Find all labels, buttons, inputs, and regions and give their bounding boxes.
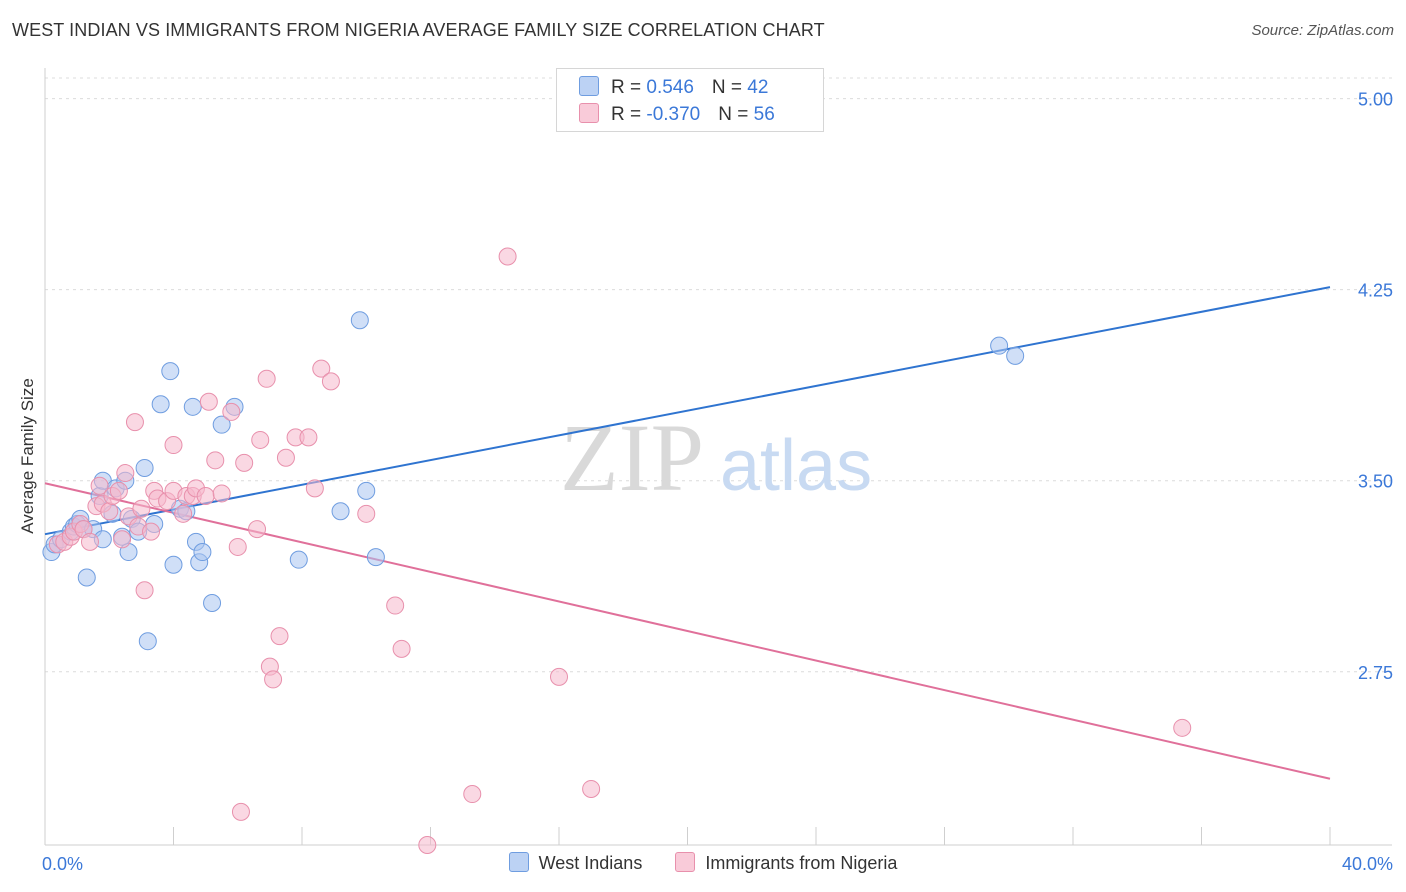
nigeria-point [132, 499, 151, 518]
nigeria-point [550, 667, 568, 686]
west-indians-trend-line [44, 286, 1331, 536]
nigeria-point [276, 448, 295, 467]
nigeria-point [116, 464, 135, 483]
legend-label: Immigrants from Nigeria [705, 853, 898, 873]
watermark-atlas: atlas [720, 426, 872, 506]
nigeria-point [321, 372, 340, 391]
nigeria-point [80, 532, 99, 551]
axes [44, 68, 1392, 846]
west-indians-point [990, 336, 1009, 355]
nigeria-point [257, 369, 276, 388]
west-indians-point [193, 543, 212, 562]
west-indians-point [350, 311, 369, 330]
legend-row-west-indians: R = 0.546 N = 42 [579, 76, 768, 98]
west-indians-point [203, 593, 222, 612]
west-indians-point [1006, 346, 1025, 365]
nigeria-point [199, 392, 218, 411]
tick-labels: 5.00 4.25 3.50 2.75 0.0% 40.0% [42, 90, 1393, 874]
blue-swatch [508, 852, 529, 872]
nigeria-point [109, 481, 128, 500]
legend-row-nigeria: R = -0.370 N = 56 [579, 103, 775, 125]
data-points [42, 247, 1192, 854]
nigeria-trend-line [44, 482, 1331, 780]
r-value: -0.370 [646, 104, 701, 125]
nigeria-point [498, 247, 517, 266]
nigeria-point [90, 476, 109, 495]
nigeria-point [392, 639, 411, 658]
n-value: 56 [753, 104, 775, 125]
r-value: 0.546 [646, 77, 694, 98]
n-label: N = [711, 77, 748, 98]
nigeria-point [248, 520, 267, 539]
x-tick-label-max: 40.0% [1342, 854, 1393, 874]
y-axis-title: Average Family Size [18, 378, 37, 534]
n-value: 42 [747, 77, 769, 98]
nigeria-point [142, 522, 161, 541]
nigeria-point [174, 504, 193, 523]
nigeria-point [386, 596, 405, 615]
nigeria-point [312, 359, 331, 378]
r-label: R = [611, 77, 647, 98]
y-tick-label: 2.75 [1358, 663, 1393, 683]
nigeria-point [125, 413, 144, 432]
grid-lines [45, 77, 1392, 673]
nigeria-point [463, 785, 482, 804]
watermark: ZIP atlas [560, 404, 872, 511]
west-indians-point [212, 415, 231, 434]
nigeria-point [228, 537, 247, 556]
nigeria-point [206, 451, 225, 470]
trend-lines [44, 286, 1331, 780]
west-indians-point [135, 458, 154, 477]
legend-nigeria: Immigrants from Nigeria [675, 852, 897, 874]
y-tick-label: 5.00 [1358, 90, 1393, 110]
west-indians-point [161, 362, 180, 381]
nigeria-point [264, 670, 283, 689]
x-tick-label-min: 0.0% [42, 854, 83, 874]
nigeria-point [231, 802, 250, 821]
blue-swatch [579, 76, 599, 96]
series-legend: West Indians Immigrants from Nigeria [0, 852, 1406, 874]
west-indians-point [164, 555, 183, 574]
nigeria-point [196, 486, 215, 505]
nigeria-point [305, 479, 324, 498]
source-credit: Source: ZipAtlas.com [1251, 22, 1394, 39]
west-indians-point [289, 550, 308, 569]
y-tick-label: 3.50 [1358, 472, 1393, 492]
legend-west-indians: West Indians [508, 852, 643, 874]
nigeria-point [100, 502, 119, 521]
nigeria-point [270, 627, 289, 646]
pink-swatch [675, 852, 696, 872]
nigeria-point [1173, 718, 1192, 737]
r-label: R = [611, 104, 647, 125]
pink-swatch [579, 103, 599, 123]
nigeria-point [135, 581, 154, 600]
nigeria-point [299, 428, 318, 447]
west-indians-point [151, 395, 170, 414]
nigeria-point [212, 484, 231, 503]
y-tick-label: 4.25 [1358, 281, 1393, 301]
correlation-legend: R = 0.546 N = 42 R = -0.370 N = 56 [556, 68, 824, 132]
nigeria-point [222, 402, 241, 421]
nigeria-point [113, 530, 132, 549]
nigeria-point [582, 779, 601, 798]
nigeria-point [251, 430, 270, 449]
west-indians-point [331, 502, 350, 521]
nigeria-point [357, 504, 376, 523]
nigeria-point [235, 453, 254, 472]
watermark-zip: ZIP [560, 404, 704, 511]
nigeria-point [164, 436, 183, 455]
chart-title: WEST INDIAN VS IMMIGRANTS FROM NIGERIA A… [12, 20, 825, 40]
west-indians-point [138, 632, 157, 651]
west-indians-point [357, 481, 376, 500]
west-indians-point [77, 568, 96, 587]
nigeria-point [418, 836, 437, 854]
n-label: N = [718, 104, 754, 125]
west-indians-point [366, 548, 385, 567]
legend-label: West Indians [538, 853, 643, 873]
west-indians-point [183, 397, 202, 416]
